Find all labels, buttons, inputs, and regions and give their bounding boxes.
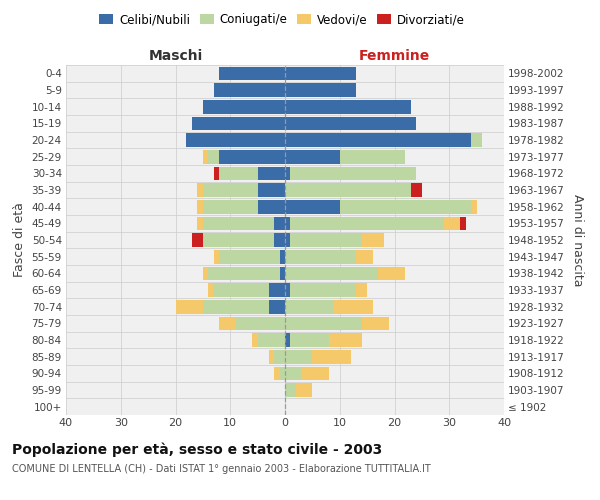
Bar: [356, 250, 373, 264]
Bar: [285, 233, 290, 247]
Bar: [285, 300, 334, 314]
Bar: [362, 316, 389, 330]
Bar: [285, 216, 290, 230]
Bar: [214, 166, 220, 180]
Bar: [192, 233, 203, 247]
Bar: [214, 250, 220, 264]
Bar: [378, 266, 406, 280]
Bar: [290, 283, 356, 297]
Bar: [290, 333, 329, 347]
Bar: [362, 233, 383, 247]
Bar: [274, 366, 280, 380]
Bar: [203, 300, 269, 314]
Bar: [356, 283, 367, 297]
Bar: [285, 333, 290, 347]
Text: Maschi: Maschi: [148, 48, 203, 62]
Text: Popolazione per età, sesso e stato civile - 2003: Popolazione per età, sesso e stato civil…: [12, 442, 382, 457]
Y-axis label: Anni di nascita: Anni di nascita: [571, 194, 584, 286]
Bar: [203, 200, 257, 213]
Bar: [252, 333, 257, 347]
Bar: [257, 200, 285, 213]
Bar: [236, 316, 285, 330]
Bar: [285, 150, 340, 164]
Bar: [285, 116, 416, 130]
Bar: [197, 183, 203, 197]
Bar: [340, 200, 471, 213]
Bar: [285, 350, 313, 364]
Bar: [290, 233, 362, 247]
Bar: [285, 250, 356, 264]
Bar: [203, 183, 257, 197]
Bar: [285, 133, 471, 147]
Bar: [269, 350, 274, 364]
Bar: [257, 166, 285, 180]
Bar: [203, 150, 208, 164]
Bar: [285, 283, 290, 297]
Bar: [220, 166, 257, 180]
Bar: [290, 216, 444, 230]
Bar: [203, 233, 274, 247]
Bar: [285, 100, 411, 114]
Bar: [192, 116, 285, 130]
Bar: [274, 233, 285, 247]
Bar: [285, 366, 301, 380]
Bar: [269, 283, 285, 297]
Bar: [329, 333, 362, 347]
Bar: [208, 266, 280, 280]
Bar: [471, 133, 482, 147]
Bar: [313, 350, 350, 364]
Bar: [197, 200, 203, 213]
Bar: [187, 133, 285, 147]
Bar: [208, 150, 220, 164]
Bar: [285, 83, 356, 97]
Bar: [285, 166, 290, 180]
Bar: [197, 216, 203, 230]
Bar: [280, 366, 285, 380]
Legend: Celibi/Nubili, Coniugati/e, Vedovi/e, Divorziati/e: Celibi/Nubili, Coniugati/e, Vedovi/e, Di…: [94, 8, 470, 31]
Bar: [203, 216, 274, 230]
Bar: [285, 383, 296, 397]
Bar: [444, 216, 460, 230]
Bar: [340, 150, 406, 164]
Bar: [285, 316, 362, 330]
Bar: [274, 350, 285, 364]
Bar: [269, 300, 285, 314]
Bar: [285, 200, 340, 213]
Bar: [257, 183, 285, 197]
Bar: [214, 83, 285, 97]
Bar: [219, 250, 280, 264]
Bar: [220, 66, 285, 80]
Bar: [285, 266, 378, 280]
Bar: [220, 150, 285, 164]
Bar: [214, 283, 269, 297]
Bar: [411, 183, 422, 197]
Bar: [296, 383, 313, 397]
Bar: [471, 200, 476, 213]
Bar: [208, 283, 214, 297]
Bar: [285, 66, 356, 80]
Bar: [203, 100, 285, 114]
Y-axis label: Fasce di età: Fasce di età: [13, 202, 26, 278]
Bar: [285, 183, 411, 197]
Bar: [274, 216, 285, 230]
Bar: [290, 166, 416, 180]
Bar: [175, 300, 203, 314]
Bar: [280, 266, 285, 280]
Bar: [220, 316, 236, 330]
Bar: [280, 250, 285, 264]
Text: COMUNE DI LENTELLA (CH) - Dati ISTAT 1° gennaio 2003 - Elaborazione TUTTITALIA.I: COMUNE DI LENTELLA (CH) - Dati ISTAT 1° …: [12, 464, 431, 474]
Bar: [203, 266, 208, 280]
Bar: [334, 300, 373, 314]
Bar: [301, 366, 329, 380]
Text: Femmine: Femmine: [359, 48, 430, 62]
Bar: [460, 216, 466, 230]
Bar: [257, 333, 285, 347]
